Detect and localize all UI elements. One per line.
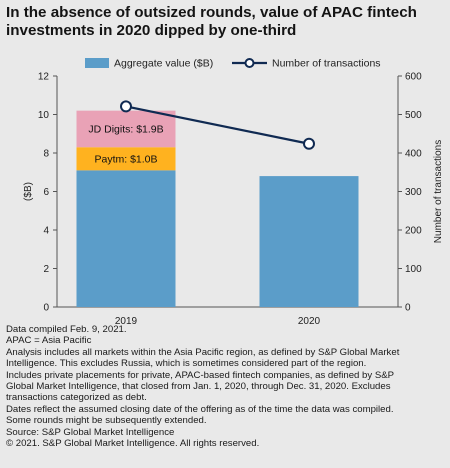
left-axis-title: ($B): [23, 182, 34, 201]
note-line: © 2021. S&P Global Market Intelligence. …: [6, 438, 260, 450]
note-line: Source: S&P Global Market Intelligence: [6, 426, 175, 438]
transactions-point: [120, 100, 132, 113]
right-tick-label: 100: [405, 264, 422, 275]
left-tick-label: 4: [43, 226, 49, 237]
note-line: Includes private placements for private,…: [6, 369, 395, 381]
stacked-segment: [76, 110, 176, 148]
left-tick-label: 2: [43, 264, 49, 275]
segment-label: Paytm: $1.0B: [94, 154, 157, 166]
note-line: Global Market Intelligence, that closed …: [6, 381, 391, 393]
legend-line-label: Number of transactions: [272, 58, 381, 70]
left-tick-label: 8: [43, 149, 49, 160]
note-line: Some rounds might be subsequently extend…: [6, 415, 207, 427]
stacked-segment: [76, 147, 176, 171]
right-tick-label: 400: [405, 149, 422, 160]
note-line: Analysis includes all markets within the…: [6, 346, 400, 358]
note-line: APAC = Asia Pacific: [6, 335, 92, 347]
note-line: Data compiled Feb. 9, 2021.: [6, 324, 127, 335]
legend-bar-swatch: [85, 58, 109, 68]
bar-aggregate-value: [259, 176, 359, 307]
note-line: transactions categorized as debt.: [6, 392, 147, 404]
transactions-line: [125, 105, 310, 145]
chart-title: In the absence of outsized rounds, value…: [6, 4, 417, 39]
right-tick-label: 300: [405, 187, 422, 198]
x-tick-label: 2020: [298, 316, 321, 327]
note-line: Intelligence. This excludes Russia, whic…: [6, 358, 367, 370]
x-tick-label: 2019: [115, 316, 138, 327]
right-tick-label: 200: [405, 226, 422, 237]
transactions-point: [303, 137, 315, 150]
legend-bar-label: Aggregate value ($B): [114, 58, 213, 70]
right-tick-label: 500: [405, 110, 422, 121]
right-axis-title: Number of transactions: [433, 140, 444, 243]
segment-label: JD Digits: $1.9B: [88, 124, 163, 136]
left-tick-label: 0: [43, 303, 49, 314]
right-tick-label: 0: [405, 303, 411, 314]
chart-notes: Data compiled Feb. 9, 2021. APAC = Asia …: [6, 324, 446, 449]
bar-aggregate-value: [76, 170, 176, 307]
left-tick-label: 6: [43, 187, 49, 198]
left-tick-label: 12: [38, 72, 50, 83]
left-tick-label: 10: [38, 110, 50, 121]
legend-line-marker: [244, 58, 255, 68]
right-tick-label: 600: [405, 72, 422, 83]
note-line: Dates reflect the assumed closing date o…: [6, 403, 394, 415]
